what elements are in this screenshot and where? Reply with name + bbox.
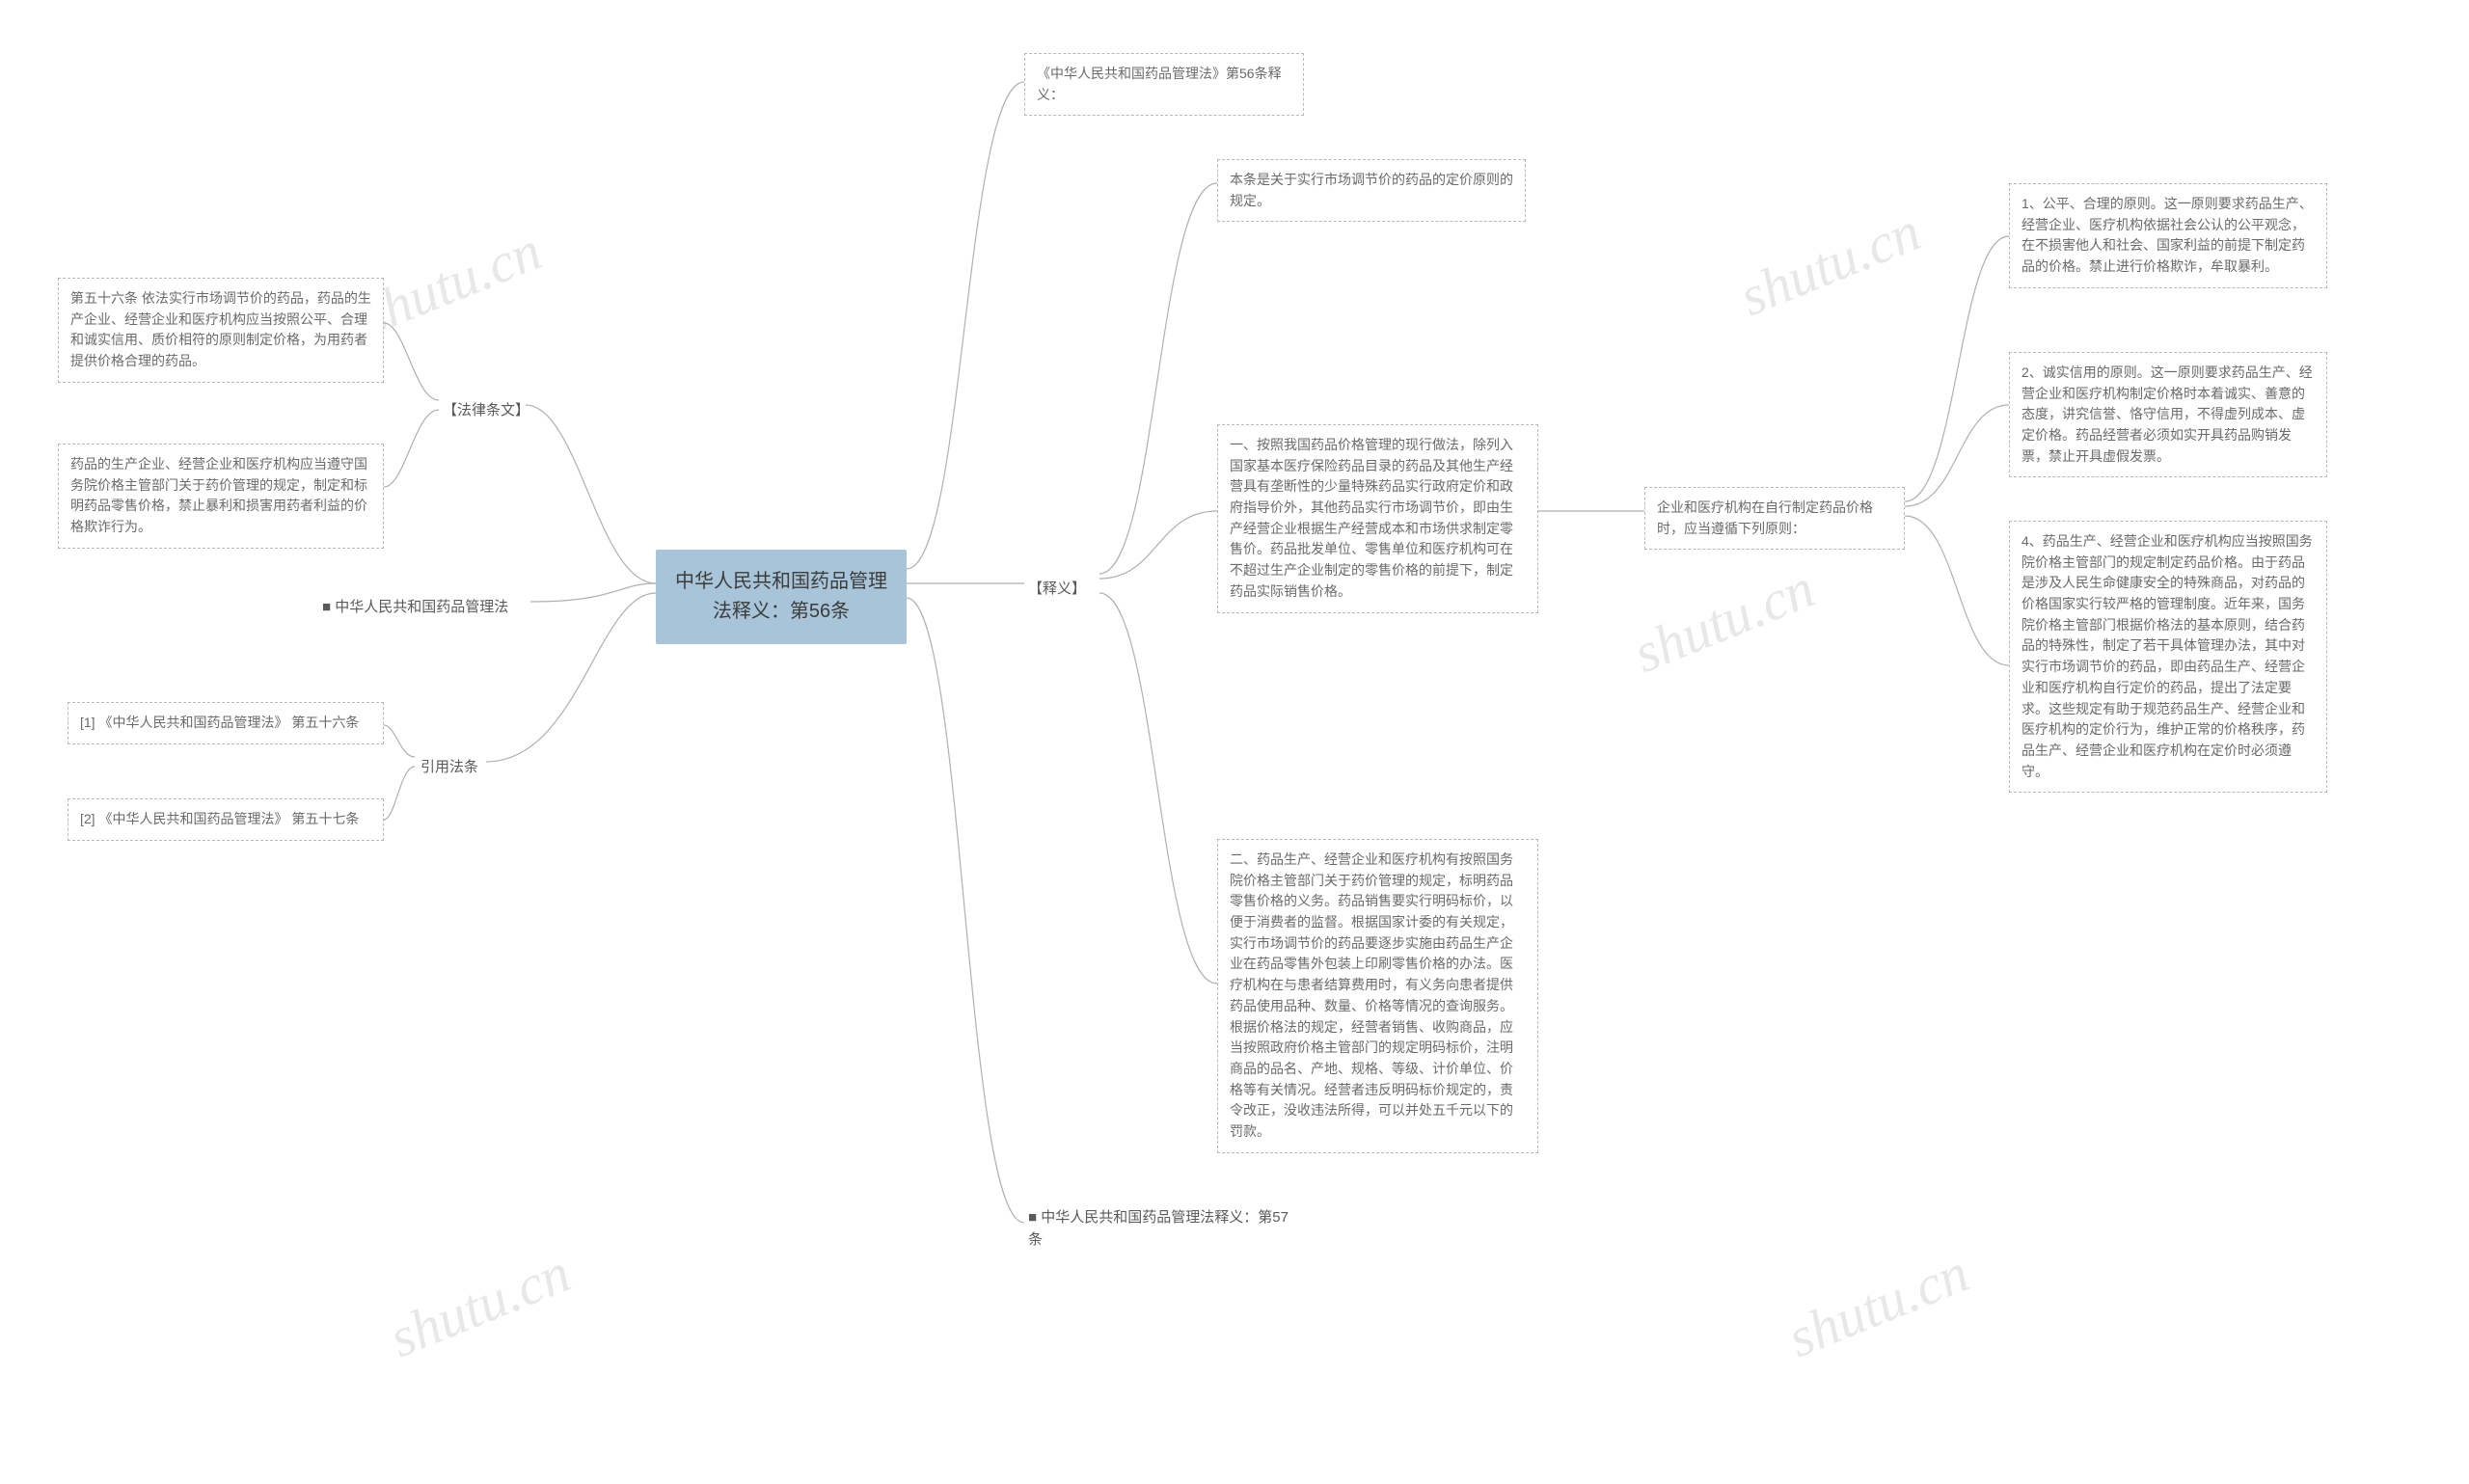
principle-4: 4、药品生产、经营企业和医疗机构应当按照国务院价格主管部门的规定制定药品价格。由… [2009, 521, 2327, 793]
legal-text-box-2: 药品的生产企业、经营企业和医疗机构应当遵守国务院价格主管部门关于药价管理的规定，… [58, 444, 384, 549]
watermark: shutu.cn [1625, 555, 1824, 686]
next-article-link: ■ 中华人民共和国药品管理法释义：第57条 [1024, 1201, 1304, 1257]
interpretation-label: 【释义】 [1024, 572, 1090, 606]
cited-article-2: [2] 《中华人民共和国药品管理法》 第五十七条 [68, 798, 384, 841]
cited-articles-label: 引用法条 [417, 750, 482, 784]
root-line1: 中华人民共和国药品管理 [675, 571, 887, 592]
cited-article-1: [1] 《中华人民共和国药品管理法》 第五十六条 [68, 702, 384, 744]
interpretation-intro: 本条是关于实行市场调节价的药品的定价原则的规定。 [1217, 159, 1526, 222]
legal-text-box-1: 第五十六条 依法实行市场调节价的药品，药品的生产企业、经营企业和医疗机构应当按照… [58, 278, 384, 383]
principle-1: 1、公平、合理的原则。这一原则要求药品生产、经营企业、医疗机构依据社会公认的公平… [2009, 183, 2327, 288]
root-node: 中华人民共和国药品管理 法释义：第56条 [656, 550, 907, 644]
watermark: shutu.cn [381, 1240, 580, 1370]
law-name-node: ■ 中华人民共和国药品管理法 [318, 590, 512, 624]
watermark: shutu.cn [1779, 1240, 1978, 1370]
interpretation-title-box: 《中华人民共和国药品管理法》第56条释义： [1024, 53, 1304, 116]
interpretation-para-1: 一、按照我国药品价格管理的现行做法，除列入国家基本医疗保险药品目录的药品及其他生… [1217, 424, 1538, 613]
watermark: shutu.cn [1731, 199, 1930, 329]
principles-label: 企业和医疗机构在自行制定药品价格时，应当遵循下列原则： [1644, 487, 1905, 550]
principle-2: 2、诚实信用的原则。这一原则要求药品生产、经营企业和医疗机构制定价格时本着诚实、… [2009, 352, 2327, 477]
legal-text-label: 【法律条文】 [439, 393, 533, 427]
root-line2: 法释义：第56条 [713, 601, 850, 622]
interpretation-para-2: 二、药品生产、经营企业和医疗机构有按照国务院价格主管部门关于药价管理的规定，标明… [1217, 839, 1538, 1153]
